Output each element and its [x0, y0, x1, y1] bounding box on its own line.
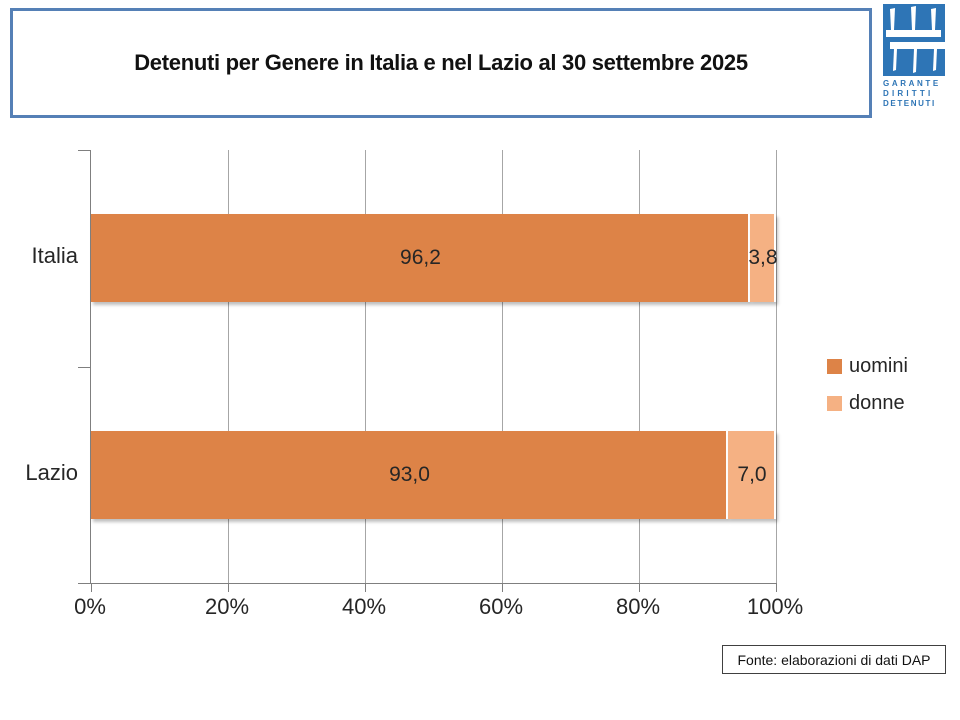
bar-value-label: 96,2	[400, 246, 441, 270]
x-axis-label: 40%	[341, 594, 387, 619]
gridline	[776, 150, 777, 583]
x-axis-tick	[365, 583, 366, 592]
category-label-lazio: Lazio	[25, 459, 78, 485]
bar-segment-uomini-lazio	[91, 430, 729, 519]
plot-area: 96,2 3,8 93,0 7,0	[78, 150, 778, 592]
bar-segment-donne-italia	[749, 214, 776, 303]
category-label-italia: Italia	[31, 243, 78, 269]
gridline	[502, 150, 503, 583]
y-axis-tick	[78, 150, 91, 151]
logo-line-3: DETENUTI	[883, 99, 936, 108]
x-axis-tick	[91, 583, 92, 592]
x-axis-label: 80%	[615, 594, 661, 619]
y-axis-tick	[78, 583, 91, 584]
x-axis-tick	[228, 583, 229, 592]
x-axis-tick	[639, 583, 640, 592]
logo-line-1: GARANTE	[883, 79, 941, 88]
x-axis-label: 0%	[74, 594, 106, 619]
legend-swatch-uomini	[827, 359, 842, 374]
gridline	[228, 150, 229, 583]
gridline	[365, 150, 366, 583]
source-text: Fonte: elaborazioni di dati DAP	[737, 651, 931, 668]
legend-item-uomini: uomini	[827, 355, 908, 378]
bar-segment-uomini-italia	[91, 214, 750, 303]
y-axis-tick	[78, 366, 91, 368]
bar-value-label: 3,8	[748, 246, 778, 270]
logo-line-2: DIRITTI	[883, 89, 934, 98]
garante-logo-icon	[883, 4, 945, 76]
title-box: Detenuti per Genere in Italia e nel Lazi…	[10, 8, 872, 118]
legend: uomini donne	[827, 355, 908, 429]
chart-title: Detenuti per Genere in Italia e nel Lazi…	[134, 50, 748, 75]
legend-swatch-donne	[827, 396, 842, 411]
garante-logo-caption: GARANTE DIRITTI DETENUTI	[883, 79, 947, 109]
x-axis-tick	[502, 583, 503, 592]
legend-label-uomini: uomini	[849, 355, 908, 377]
bar-value-label: 7,0	[737, 462, 767, 486]
bar-segment-donne-lazio	[728, 430, 776, 519]
x-axis-label: 20%	[204, 594, 250, 619]
garante-logo: GARANTE DIRITTI DETENUTI	[883, 4, 947, 109]
legend-label-donne: donne	[849, 392, 905, 414]
x-axis-label: 100%	[746, 594, 804, 619]
x-axis-tick	[776, 583, 777, 592]
bar-value-label: 93,0	[389, 462, 430, 486]
x-axis-label: 60%	[478, 594, 524, 619]
legend-item-donne: donne	[827, 392, 908, 415]
gridline	[639, 150, 640, 583]
source-box: Fonte: elaborazioni di dati DAP	[722, 645, 946, 674]
